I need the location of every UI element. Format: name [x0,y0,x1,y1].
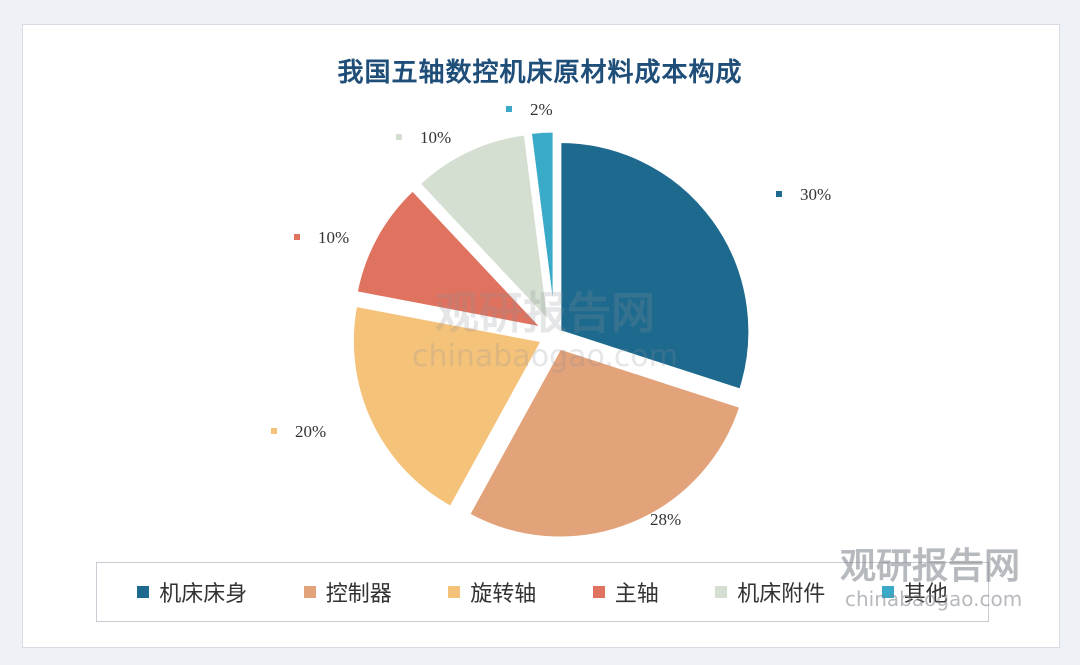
data-label-marker-1 [776,191,782,197]
legend-label: 其他 [903,582,948,607]
legend-item-1: 机床床身 [137,576,247,608]
chart-legend: 机床床身 控制器 旋转轴 主轴 机床附件 其他 [96,562,989,622]
pie-slice-1 [558,139,752,393]
pie-slices [350,129,752,540]
data-label-marker-3 [271,428,277,434]
legend-swatch [881,586,894,598]
legend-item-5: 机床附件 [715,576,825,608]
legend-label: 控制器 [325,582,392,607]
data-label-5: 10% [420,128,451,147]
data-label-3: 20% [295,422,326,441]
pie-slice-6 [528,129,556,322]
legend-swatch [137,586,150,598]
data-label-2: 28% [650,510,681,529]
data-label-1: 30% [800,185,831,204]
chart-card [22,24,1060,648]
legend-swatch [715,586,728,598]
watermark-brand-corner: 观研报告网 [840,546,1020,587]
pie-slice-2 [466,346,743,540]
data-label-4: 10% [318,228,349,247]
legend-label: 主轴 [614,582,659,607]
data-label-marker-5 [396,134,402,140]
pie-slice-5 [416,132,552,327]
legend-item-4: 主轴 [592,576,659,608]
legend-swatch [303,586,316,598]
legend-item-6: 其他 [881,576,948,608]
legend-item-2: 控制器 [303,576,392,608]
legend-swatch [592,586,605,598]
watermark-brand-center: 观研报告网 [435,288,655,339]
center-watermark: 观研报告网 chinabaogao.com [412,288,678,374]
chart-title: 我国五轴数控机床原材料成本构成 [337,58,743,88]
legend-label: 机床床身 [159,582,248,607]
legend-label: 机床附件 [737,582,826,607]
watermark-domain-corner: chinabaogao.com [845,587,1022,611]
watermark-domain-center: chinabaogao.com [412,339,678,374]
legend-item-3: 旋转轴 [448,576,536,608]
data-label-marker-4 [294,234,300,240]
data-label-marker-6 [506,106,512,112]
legend-label: 旋转轴 [470,582,537,607]
legend-swatch [448,586,461,598]
pie-slice-4 [354,187,547,331]
pie-slice-3 [350,303,545,510]
pie-labels: 30% 28% 20% 10% 10% 2% [271,100,831,529]
data-label-marker-2 [626,516,632,522]
data-label-6: 2% [530,100,553,119]
